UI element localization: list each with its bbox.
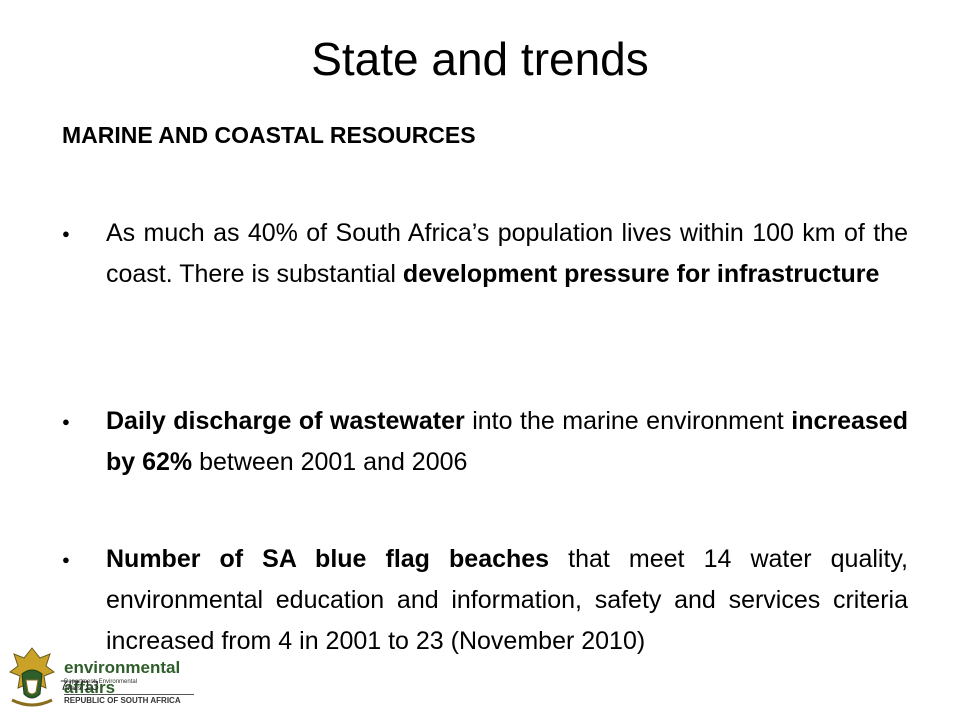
section-heading: MARINE AND COASTAL RESOURCES <box>62 122 476 148</box>
bullet-text-bold: development pressure for infrastructure <box>402 260 880 288</box>
bullet-text-run: into the marine environment <box>464 407 792 435</box>
bullet-text: As much as 40% of South Africa’s populat… <box>106 213 908 295</box>
bullet-item: ● As much as 40% of South Africa’s popul… <box>62 213 908 295</box>
bullet-text: Daily discharge of wastewater into the m… <box>106 401 908 483</box>
slide-date: 7/7/13 <box>60 677 99 693</box>
bullet-text-run: that meet 14 water quality, environmenta… <box>106 545 908 655</box>
bullet-text: Number of SA blue flag beaches that meet… <box>106 539 908 662</box>
bullet-dot-icon: ● <box>62 226 70 241</box>
bullet-text-run: As much as 40% of South Africa’s populat… <box>106 219 908 288</box>
bullet-text-run: between 2001 and 2006 <box>192 448 468 476</box>
country-label: REPUBLIC OF SOUTH AFRICA <box>64 696 181 705</box>
coat-of-arms-icon <box>8 647 56 707</box>
bullet-text-bold: Number of SA blue flag beaches <box>106 545 550 573</box>
bullet-dot-icon: ● <box>62 414 70 429</box>
bullet-dot-icon: ● <box>62 552 70 567</box>
org-name: environmental affairs <box>64 658 181 697</box>
bullet-text-bold: increased by 62% <box>106 407 908 476</box>
department-logo: environmental affairs Department: Enviro… <box>6 640 206 716</box>
bullet-text-bold: Daily discharge of wastewater <box>106 407 465 435</box>
department-label: Department: Environmental Affairs <box>64 679 138 692</box>
slide-title: State and trends <box>311 33 649 85</box>
divider <box>64 694 194 695</box>
bullet-item: ● Daily discharge of wastewater into the… <box>62 401 908 483</box>
bullet-item: ● Number of SA blue flag beaches that me… <box>62 539 908 662</box>
